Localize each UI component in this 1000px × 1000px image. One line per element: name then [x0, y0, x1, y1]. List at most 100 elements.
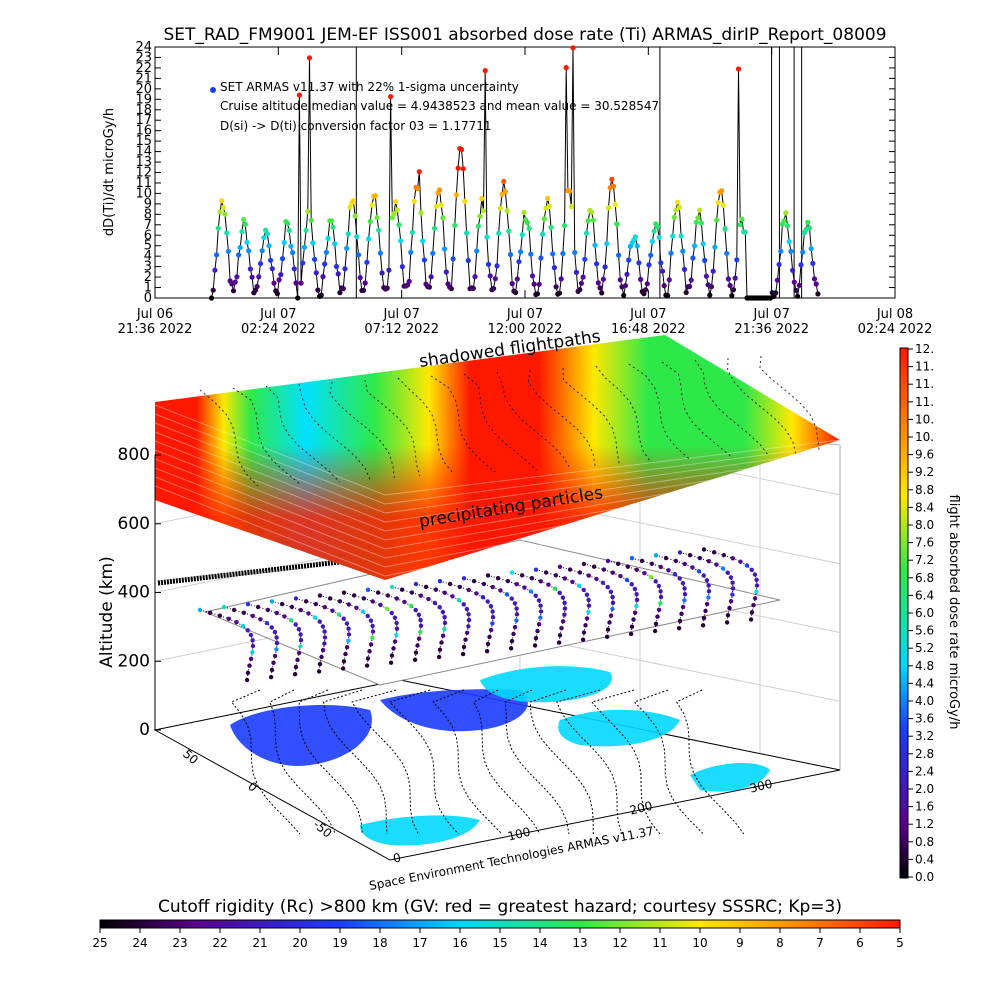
dose-point-105 [386, 267, 392, 273]
orbit-point-5-7 [368, 618, 374, 623]
orbit-point-15-7 [608, 589, 614, 594]
dose-tick-label-10: 4.0 [915, 694, 934, 708]
dose-point-167 [491, 286, 497, 292]
orbit-point-13-10 [562, 612, 567, 617]
dose-point-126 [421, 257, 427, 263]
orbit-point-12-4 [522, 585, 527, 590]
orbit-point-2-6 [293, 622, 298, 627]
orbit-point-14-10 [586, 609, 591, 615]
dose-tick-label-28: 11. [915, 377, 934, 391]
dose-point-23 [247, 266, 253, 272]
orbit-point-5-13 [365, 656, 371, 661]
dose-point-56 [303, 227, 309, 233]
orbit-track-3 [271, 600, 326, 672]
dose-point-188 [526, 225, 532, 232]
y-tick-label-17: 17 [135, 113, 152, 128]
orbit-point-19-5 [696, 569, 702, 574]
dose-point-274 [671, 214, 677, 220]
dose-point-245 [622, 283, 629, 289]
orbit-point-4-1 [303, 599, 309, 604]
orbit-point-12-0 [485, 573, 491, 578]
y-tick-label-13: 13 [135, 155, 152, 170]
floor-x-tick-1: 100 [506, 825, 532, 844]
map-land-3 [360, 815, 480, 846]
dose-point-256 [641, 291, 647, 297]
dose-point-171 [497, 205, 503, 211]
orbit-point-16-8 [634, 592, 639, 597]
orbit-point-4-0 [293, 596, 299, 601]
orbit-point-9-4 [450, 594, 455, 599]
orbit-point-19-14 [700, 623, 706, 628]
plane-track-5 [364, 379, 421, 477]
orbit-point-17-2 [625, 564, 631, 569]
dose-point-168 [492, 276, 498, 282]
orbit-point-0-8 [250, 638, 255, 643]
dose-point-271 [666, 277, 672, 283]
rc-tick-label-15: 10 [692, 936, 707, 950]
orbit-point-2-2 [265, 607, 271, 613]
orbit-point-21-7 [752, 572, 758, 577]
dose-point-19 [241, 216, 247, 223]
dose-point-336 [776, 261, 782, 268]
dose-point-295 [707, 292, 713, 298]
map-land-5 [558, 709, 680, 747]
orbit-track-18 [631, 557, 686, 629]
dose-tick-label-23: 9.2 [915, 465, 934, 479]
orbit-point-20-1 [687, 553, 693, 558]
dose-point-227 [592, 242, 598, 248]
dose-point-200 [546, 203, 552, 209]
dose-point-358 [813, 281, 819, 287]
dose-point-60 [310, 240, 316, 246]
orbit-point-15-4 [594, 576, 599, 582]
y-tick-label-21: 21 [135, 71, 152, 86]
orbit-point-11-7 [512, 601, 518, 606]
ground-track-4 [351, 689, 419, 835]
orbit-point-19-9 [706, 589, 712, 594]
dose-point-252 [634, 243, 640, 249]
orbit-track-21 [703, 549, 758, 620]
dose-point-303 [720, 202, 726, 208]
orbit-point-8-12 [439, 640, 444, 645]
dose-point-101 [379, 270, 385, 276]
orbit-point-0-0 [197, 607, 203, 613]
plane-layer-right-9 [384, 484, 841, 577]
orbit-point-1-10 [274, 647, 279, 652]
orbit-point-13-14 [556, 640, 562, 645]
orbit-point-0-3 [226, 616, 231, 621]
dose-point-106 [388, 94, 394, 100]
x-tick-label-time-6: 02:24 2022 [858, 322, 933, 337]
dose-point-251 [632, 234, 639, 240]
dose-point-185 [521, 209, 527, 216]
orbit-point-17-12 [655, 614, 660, 619]
dose-point-235 [605, 205, 612, 211]
dose-point-268 [661, 283, 667, 289]
orbit-point-7-10 [418, 629, 423, 635]
dose-point-203 [551, 265, 558, 271]
orbit-point-9-6 [461, 602, 466, 607]
orbit-point-21-14 [748, 617, 754, 622]
dose-point-264 [654, 224, 661, 230]
rc-tick-label-3: 22 [212, 936, 227, 950]
rc-tick-label-12: 13 [572, 936, 587, 950]
y-tick-label-11: 11 [135, 176, 152, 191]
dose-point-146 [455, 165, 461, 171]
dose-point-0 [208, 295, 215, 301]
rc-tick-label-13: 12 [612, 936, 627, 950]
orbit-point-8-13 [437, 647, 443, 652]
dose-point-1 [210, 287, 216, 293]
orbit-point-10-14 [484, 649, 490, 654]
plane-track-10 [527, 369, 596, 467]
orbit-point-13-4 [546, 582, 551, 587]
dose-point-173 [501, 178, 507, 184]
orbit-point-15-10 [610, 606, 615, 612]
dose-tick-label-8: 3.2 [915, 729, 934, 743]
dose-point-257 [643, 287, 649, 293]
orbit-point-5-5 [360, 609, 366, 614]
orbit-point-13-12 [559, 626, 564, 631]
dose-point-289 [697, 207, 703, 213]
orbit-point-10-2 [457, 584, 463, 590]
x-tick-label-date-2: Jul 07 [382, 307, 419, 322]
dose-tick-label-13: 5.2 [915, 641, 934, 655]
